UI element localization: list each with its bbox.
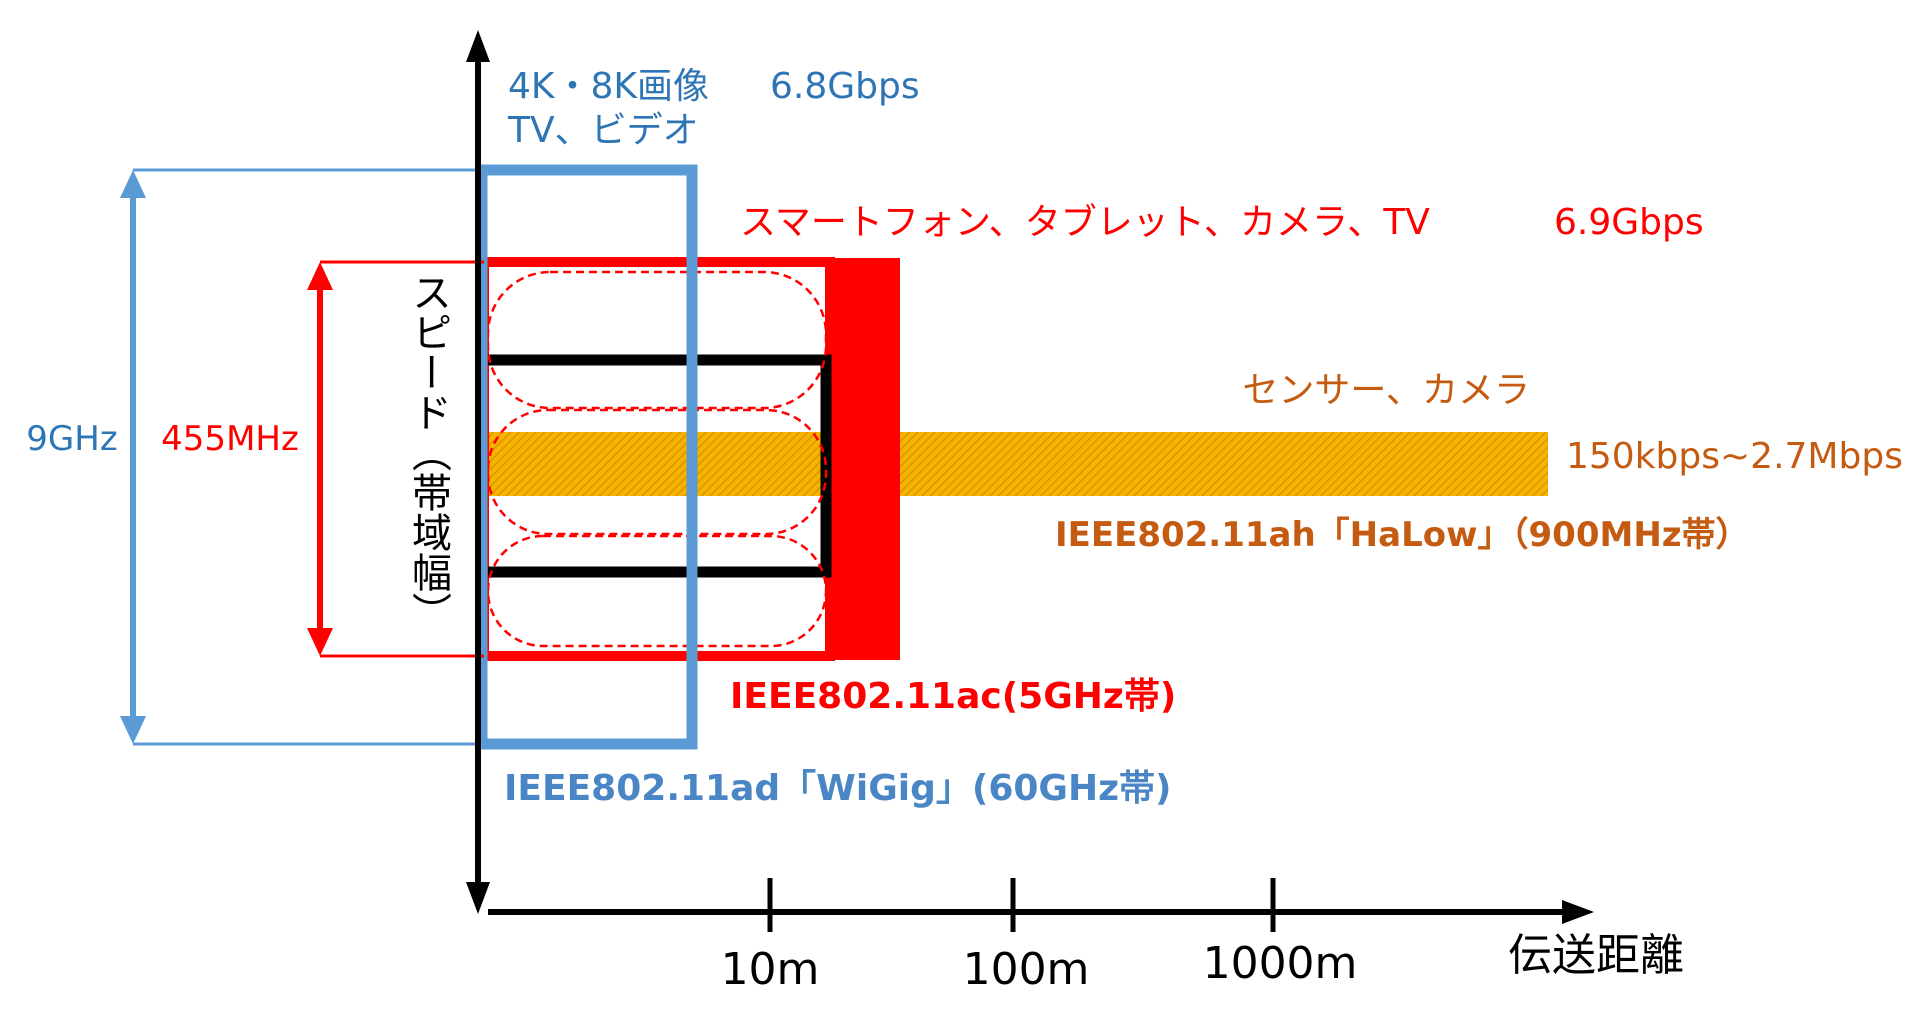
ac-dimension-arrow-down [307, 628, 333, 656]
ac-uses: スマートフォン、タブレット、カメラ、TV [740, 202, 1430, 243]
channel-capsule [486, 408, 828, 536]
ac-dimension-arrow-up [307, 262, 333, 290]
halow-speed: 150kbps~2.7Mbps [1566, 436, 1903, 477]
ac-bandwidth: 455MHz [161, 419, 299, 459]
y-axis-label: スピード（帯域幅） [405, 272, 452, 632]
x-tick-label: 10m [721, 944, 820, 995]
x-axis-label: 伝送距離 [1508, 930, 1684, 981]
ac-band-right-edge [830, 258, 900, 660]
wigig-use-line2: TV、ビデオ [507, 110, 699, 151]
channel-capsule [486, 534, 828, 648]
halow-band [482, 432, 1548, 496]
wigig-dimension-arrow-up [120, 170, 146, 198]
x-tick-label: 100m [963, 944, 1090, 995]
channel-capsule [486, 270, 828, 410]
x-axis-arrow [1562, 900, 1594, 924]
y-axis-arrow-up [466, 30, 490, 62]
ac-band-name: IEEE802.11ac(5GHz帯) [730, 676, 1176, 717]
wigig-speed: 6.8Gbps [770, 66, 920, 107]
wigig-use-line1: 4K・8K画像 [508, 66, 709, 107]
wigig-dimension-arrow-down [120, 716, 146, 744]
x-tick-label: 1000m [1203, 938, 1358, 989]
wigig-bandwidth: 9GHz [26, 419, 117, 459]
y-axis-arrow-down [466, 882, 490, 914]
halow-uses: センサー、カメラ [1242, 370, 1530, 411]
halow-band-name: IEEE802.11ah「HaLow」（900MHz帯） [1055, 515, 1750, 555]
wigig-band-name: IEEE802.11ad「WiGig」(60GHz帯) [504, 768, 1172, 809]
wigig-band-outline [476, 164, 698, 750]
channel-bracket [488, 354, 832, 578]
ac-speed: 6.9Gbps [1554, 202, 1704, 243]
